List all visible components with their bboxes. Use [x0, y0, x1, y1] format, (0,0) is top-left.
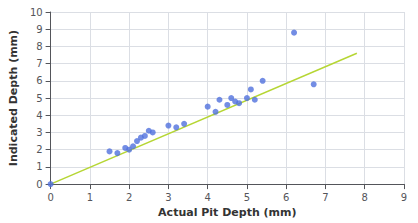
- svg-text:2: 2: [36, 144, 42, 155]
- svg-text:9: 9: [401, 192, 407, 203]
- svg-text:8: 8: [36, 41, 42, 52]
- svg-text:1: 1: [87, 192, 93, 203]
- svg-text:0: 0: [47, 192, 53, 203]
- svg-text:6: 6: [36, 75, 42, 86]
- svg-text:1: 1: [36, 161, 42, 172]
- svg-text:4: 4: [36, 110, 42, 121]
- svg-text:5: 5: [36, 93, 42, 104]
- svg-text:5: 5: [244, 192, 250, 203]
- svg-text:4: 4: [204, 192, 210, 203]
- svg-text:8: 8: [362, 192, 368, 203]
- svg-text:7: 7: [322, 192, 328, 203]
- svg-text:6: 6: [283, 192, 289, 203]
- svg-text:9: 9: [36, 24, 42, 35]
- svg-text:7: 7: [36, 58, 42, 69]
- svg-text:Indicated Depth (mm): Indicated Depth (mm): [7, 30, 20, 166]
- svg-text:10: 10: [30, 7, 43, 18]
- svg-text:3: 3: [165, 192, 171, 203]
- svg-text:3: 3: [36, 127, 42, 138]
- svg-text:0: 0: [36, 179, 42, 190]
- svg-text:2: 2: [126, 192, 132, 203]
- svg-text:Actual Pit Depth (mm): Actual Pit Depth (mm): [158, 206, 296, 219]
